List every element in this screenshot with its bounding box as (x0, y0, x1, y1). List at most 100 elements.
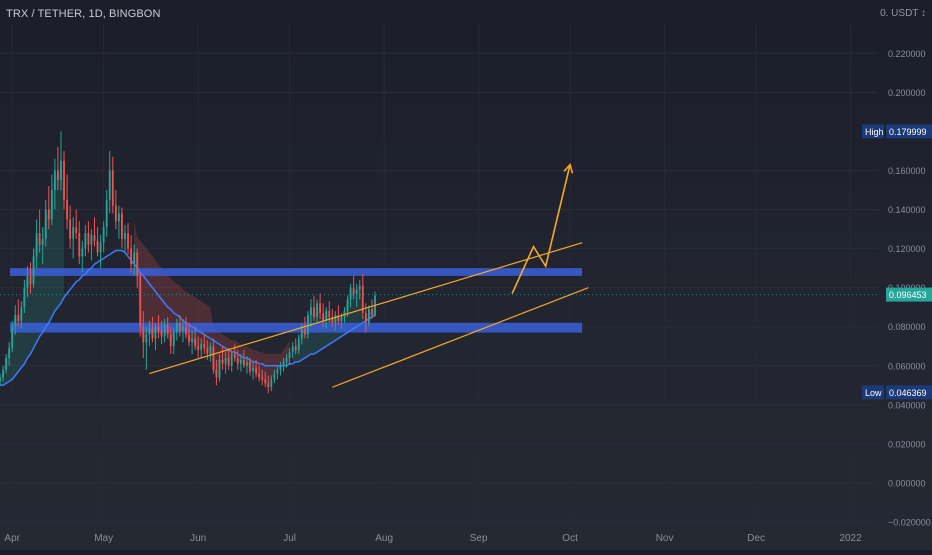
time-tick-label: Aug (375, 533, 393, 544)
candle-body (84, 232, 87, 249)
currency-label[interactable]: 0. USDT ↕ (880, 8, 926, 19)
candle-body (145, 334, 148, 343)
candle-body (50, 190, 53, 220)
candle-body (276, 369, 279, 374)
time-tick-label: Dec (747, 533, 765, 544)
price-tick-label: 0.080000 (888, 322, 926, 332)
candle-body (261, 377, 264, 380)
high-tag-bg (862, 124, 884, 139)
candle-body (212, 346, 215, 370)
candle-body (218, 359, 221, 378)
time-tick-label: Jul (283, 533, 296, 544)
candle-body (163, 324, 166, 337)
bearish-cloud (134, 221, 290, 388)
price-tick-label: 0.220000 (888, 49, 926, 59)
candle-body (35, 232, 38, 257)
candle-body (99, 242, 102, 253)
candle-body (0, 377, 1, 382)
price-tick-label: 0.140000 (888, 205, 926, 215)
trend-annotations (0, 162, 878, 388)
price-tick-label: −0.020000 (888, 518, 931, 528)
candle-body (136, 252, 139, 276)
candle-body (239, 359, 242, 364)
candle-body (172, 332, 175, 347)
candle-body (14, 314, 17, 327)
candle-body (291, 346, 294, 353)
candle-body (316, 303, 318, 317)
candle-body (209, 346, 212, 355)
candle-body (367, 309, 370, 323)
candle-body (57, 170, 59, 181)
last-price-text: 0.096453 (889, 290, 927, 300)
candle-body (364, 313, 367, 323)
candle-body (206, 348, 209, 355)
price-markers: High 0.179999 Low 0.046369 0.096453 (862, 124, 932, 400)
candle-body (93, 234, 96, 241)
candle-body (124, 232, 126, 239)
candle-body (230, 354, 233, 366)
candle-body (313, 307, 315, 317)
ma-line (0, 249, 376, 387)
candle-body (178, 322, 181, 331)
time-axis: Apr May Jun Jul Aug Sep Oct Nov Dec 2022 (4, 533, 862, 544)
candle-body (5, 357, 8, 370)
candle-body (20, 307, 23, 321)
price-zone (10, 268, 583, 276)
candle-body (96, 240, 99, 253)
candle-body (111, 170, 114, 206)
candle-body (23, 287, 26, 308)
candle-body (355, 289, 358, 294)
candles (0, 131, 376, 394)
time-tick-label: Nov (656, 533, 674, 544)
candle-body (60, 160, 62, 181)
candle-body (169, 334, 172, 347)
candle-body (166, 324, 169, 335)
candle-body (102, 227, 105, 243)
candle-body (8, 348, 11, 358)
price-tick-label: 0.120000 (888, 244, 926, 254)
candle-body (258, 373, 261, 378)
candle-body (282, 361, 285, 366)
candle-body (340, 316, 343, 321)
candle-body (297, 338, 300, 351)
candle-body (69, 219, 72, 239)
candle-body (151, 328, 154, 339)
symbol-title[interactable]: TRX / TETHER, 1D, BINGBON (6, 8, 161, 20)
candle-body (114, 205, 117, 222)
last-price-bg (886, 287, 932, 302)
candle-body (328, 311, 331, 317)
candle-body (191, 338, 193, 343)
candle-body (130, 248, 133, 265)
candle-body (331, 316, 334, 323)
candle-body (279, 365, 282, 370)
candle-body (242, 359, 245, 366)
candle-body (175, 322, 178, 333)
time-tick-label: Oct (562, 533, 578, 544)
candle-body (148, 328, 151, 335)
high-value-text: 0.179999 (889, 127, 927, 137)
candle-body (371, 309, 373, 315)
candle-body (334, 314, 337, 323)
price-tick-label: 0.200000 (888, 88, 926, 98)
candle-body (273, 373, 276, 380)
candle-body (233, 354, 236, 358)
candle-body (352, 287, 355, 294)
candle-body (264, 379, 267, 384)
channel-line (149, 242, 583, 375)
candle-body (53, 170, 56, 190)
candle-body (200, 344, 203, 351)
price-tick-label: 0.060000 (888, 361, 926, 371)
candle-body (197, 346, 200, 351)
candle-body (188, 334, 190, 343)
low-value-text: 0.046369 (889, 388, 927, 398)
candle-body (267, 383, 270, 388)
candle-body (105, 199, 108, 228)
candle-body (63, 160, 65, 200)
candle-body (11, 326, 14, 349)
candle-body (72, 227, 75, 239)
candle-body (285, 357, 288, 362)
low-value-bg (886, 385, 932, 400)
candle-body (38, 232, 41, 245)
